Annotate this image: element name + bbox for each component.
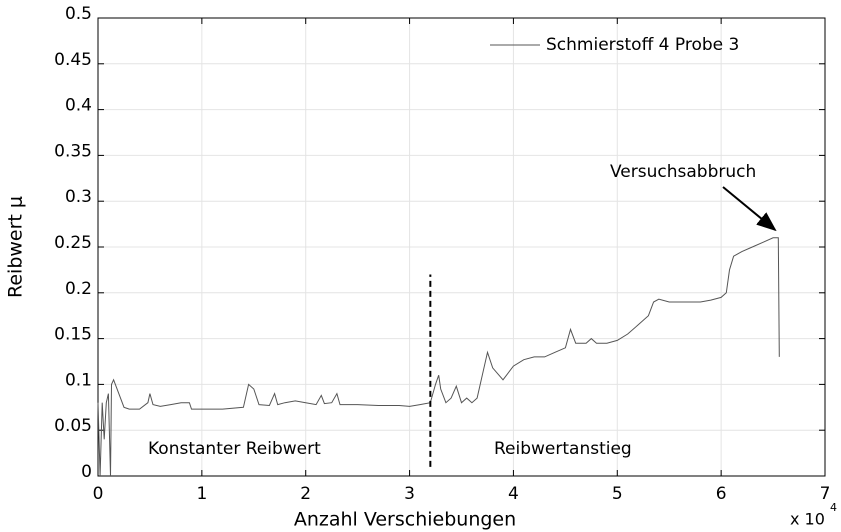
x-multiplier: x 10 (790, 510, 825, 529)
x-tick-label: 4 (508, 484, 519, 504)
x-tick-label: 7 (820, 484, 831, 504)
x-multiplier-exponent: 4 (830, 501, 837, 514)
annotation: Versuchsabbruch (610, 162, 756, 182)
x-axis-label: Anzahl Verschiebungen (294, 509, 516, 531)
y-tick-label: 0.5 (65, 4, 92, 24)
y-tick-label: 0.3 (65, 187, 92, 207)
y-tick-label: 0.4 (65, 96, 92, 116)
plot-frame (97, 17, 826, 477)
data-line (97, 237, 780, 477)
legend-label: Schmierstoff 4 Probe 3 (546, 35, 739, 55)
y-tick-label: 0.2 (65, 279, 92, 299)
y-tick-label: 0.35 (54, 141, 92, 161)
y-tick-label: 0.15 (54, 325, 92, 345)
y-tick-label: 0.05 (54, 416, 92, 436)
x-tick-label: 2 (300, 484, 311, 504)
x-tick-label: 1 (196, 484, 207, 504)
x-tick-label: 6 (716, 484, 727, 504)
x-tick-label: 5 (612, 484, 623, 504)
y-tick-label: 0 (81, 462, 92, 482)
annotation: Reibwertanstieg (494, 439, 632, 459)
y-tick-label: 0.45 (54, 50, 92, 70)
y-tick-label: 0.25 (54, 233, 92, 253)
y-tick-label: 0.1 (65, 370, 92, 390)
y-axis-label: Reibwert μ (5, 196, 27, 298)
annotation-arrow (722, 186, 777, 232)
annotation: Konstanter Reibwert (148, 439, 321, 459)
x-tick-label: 3 (404, 484, 415, 504)
x-tick-label: 0 (93, 484, 104, 504)
